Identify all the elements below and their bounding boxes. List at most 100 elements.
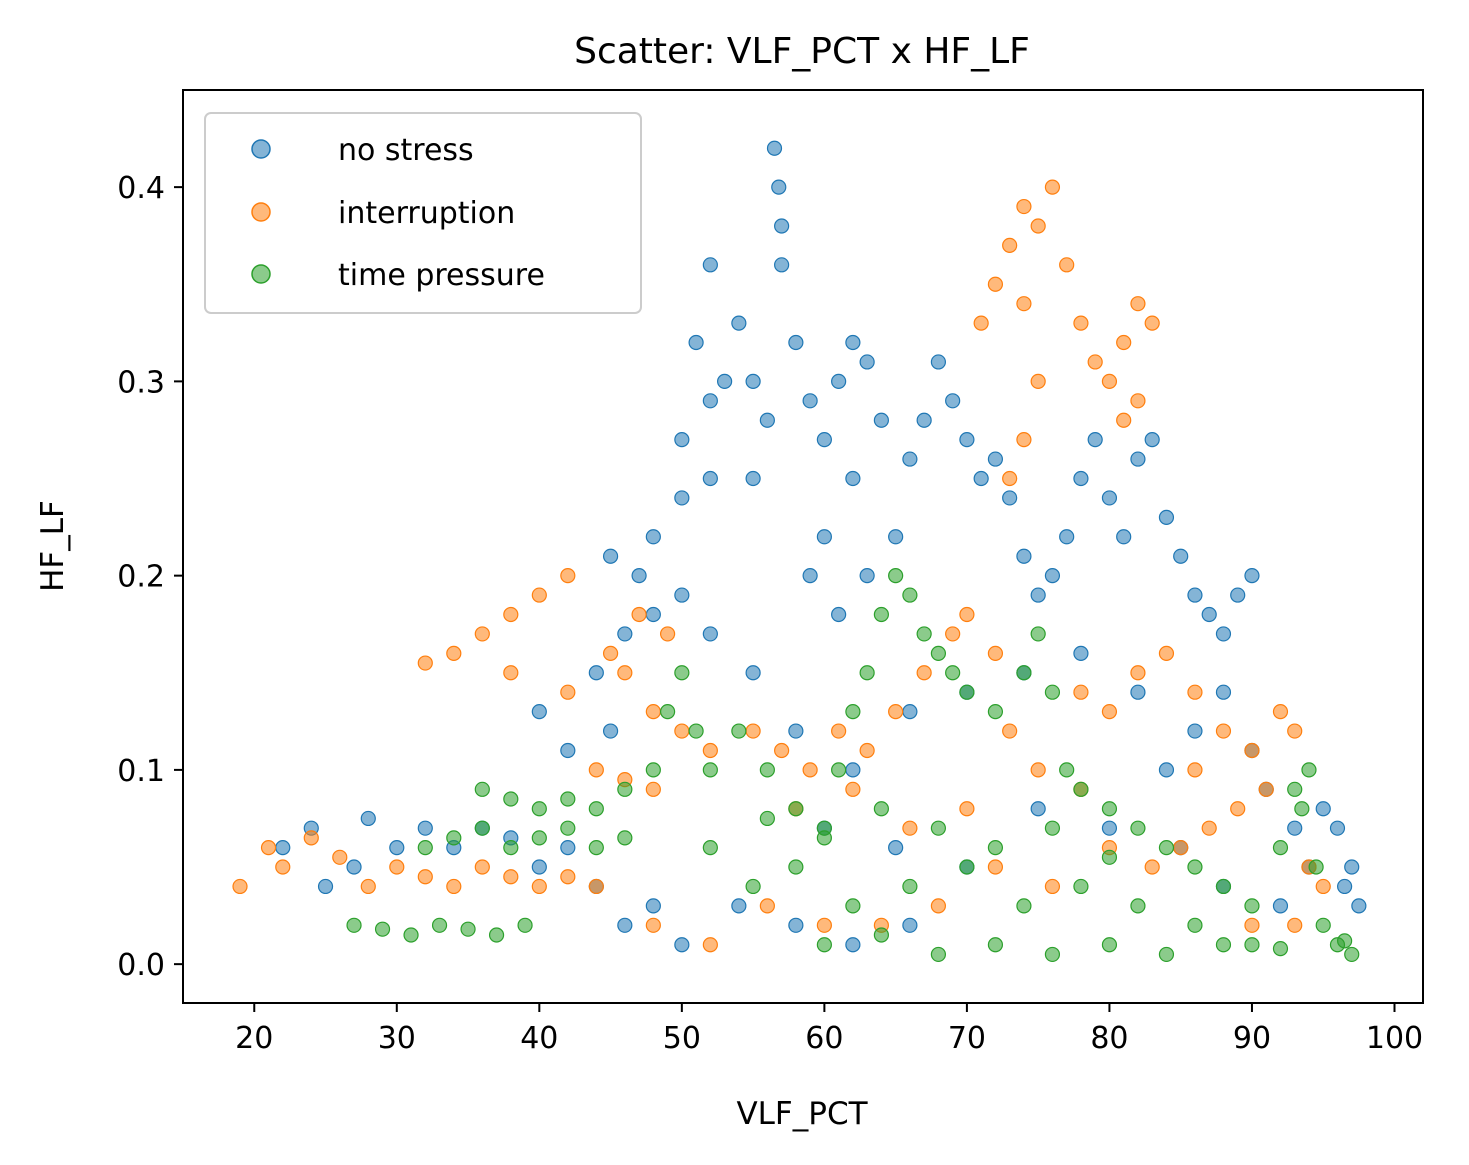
data-point [745, 373, 761, 389]
data-point [674, 432, 690, 448]
y-tick-label: 0.1 [117, 754, 165, 789]
data-point [987, 704, 1004, 720]
data-point [1201, 606, 1217, 623]
data-point [816, 529, 832, 545]
data-point [731, 315, 747, 331]
data-point [845, 781, 861, 797]
data-point [859, 742, 875, 759]
data-point [560, 820, 576, 836]
data-point [1030, 218, 1046, 234]
data-point [1244, 898, 1260, 914]
data-point [1187, 762, 1203, 778]
data-point [674, 937, 690, 953]
data-point [1244, 568, 1260, 584]
data-point [1337, 878, 1353, 895]
data-point [888, 704, 904, 720]
data-point [888, 529, 904, 545]
data-point [1044, 878, 1061, 895]
data-point [1044, 820, 1061, 836]
data-point [417, 869, 433, 885]
data-point [1073, 470, 1089, 487]
data-point [1230, 587, 1246, 603]
data-point [759, 762, 775, 778]
data-point [1351, 898, 1367, 914]
data-point [902, 878, 918, 895]
data-point [303, 830, 319, 846]
data-point [759, 898, 775, 914]
data-point [1073, 645, 1089, 661]
data-point [774, 257, 790, 273]
legend: no stress interruption time pressure [204, 112, 642, 314]
data-point [531, 878, 547, 895]
data-point [531, 587, 547, 603]
data-point [1187, 917, 1203, 933]
legend-label-interruption: interruption [338, 196, 515, 231]
data-point [645, 898, 661, 914]
data-point [1272, 898, 1289, 914]
data-point [845, 937, 861, 953]
data-point [1173, 839, 1189, 856]
data-point [631, 606, 647, 623]
data-point [560, 684, 576, 700]
data-point [1016, 296, 1032, 312]
data-point [731, 723, 747, 739]
data-point [1344, 946, 1360, 963]
data-point [1087, 432, 1103, 448]
data-point [275, 859, 291, 875]
data-point [1101, 820, 1118, 836]
data-point [260, 839, 277, 856]
data-point [959, 606, 975, 623]
series-time-pressure [346, 568, 1360, 963]
data-point [446, 645, 462, 661]
data-point [987, 839, 1004, 856]
data-point [1044, 568, 1061, 584]
data-point [346, 859, 362, 875]
y-tick-label: 0.0 [117, 948, 165, 983]
data-point [531, 801, 547, 817]
data-point [645, 529, 661, 545]
data-point [1287, 781, 1303, 797]
data-point [1244, 937, 1260, 953]
data-point [873, 801, 889, 817]
data-point [503, 839, 519, 856]
x-axis-label: VLF_PCT [736, 1096, 868, 1132]
data-point [873, 412, 889, 428]
data-point [845, 334, 861, 351]
data-point [973, 470, 989, 487]
data-point [702, 257, 718, 273]
data-point [1073, 878, 1089, 895]
data-point [617, 665, 633, 681]
data-point [930, 820, 947, 836]
data-point [1287, 820, 1303, 836]
data-point [959, 684, 975, 700]
legend-label-no-stress: no stress [338, 133, 474, 168]
x-tick-label: 70 [948, 1021, 986, 1056]
data-point [1087, 354, 1103, 370]
data-point [1101, 801, 1118, 817]
data-point [617, 781, 633, 797]
data-point [987, 645, 1004, 661]
data-point [1315, 917, 1331, 933]
data-point [1101, 373, 1118, 389]
data-point [1044, 684, 1061, 700]
plot-area-points [232, 140, 1367, 963]
data-point [859, 354, 875, 370]
data-point [1016, 198, 1032, 215]
data-point [1287, 723, 1303, 739]
data-point [1158, 762, 1175, 778]
data-point [1030, 626, 1046, 642]
data-point [503, 869, 519, 885]
data-point [1101, 937, 1118, 953]
data-point [902, 704, 918, 720]
legend-marker-interruption [251, 202, 271, 222]
data-point [1016, 432, 1032, 448]
data-point [688, 334, 704, 351]
data-point [1158, 645, 1175, 661]
data-point [674, 490, 690, 506]
data-point [1016, 898, 1032, 914]
data-point [845, 762, 861, 778]
data-point [831, 373, 847, 389]
data-point [916, 665, 932, 681]
x-tick-label: 60 [805, 1021, 843, 1056]
